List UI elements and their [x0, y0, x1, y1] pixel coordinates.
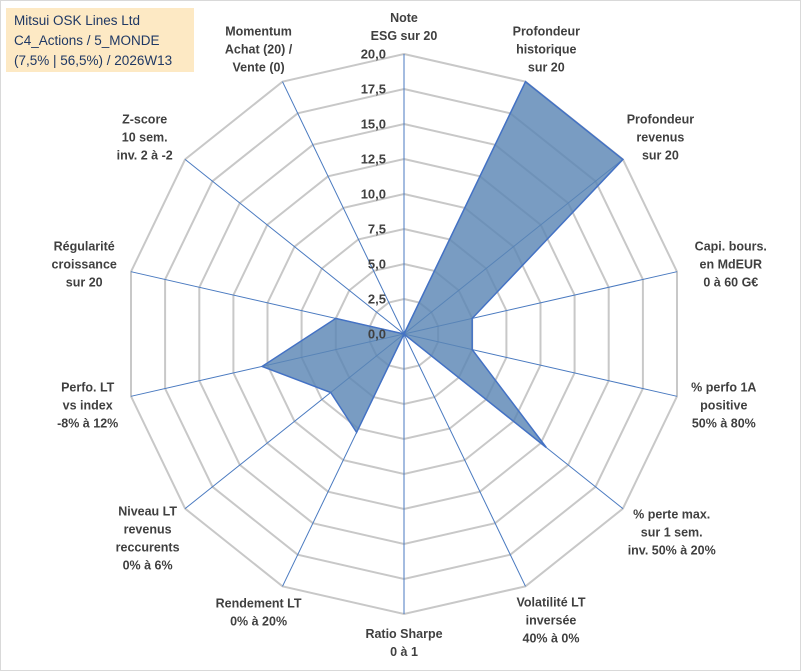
axis-label-line: inv. 2 à -2: [117, 148, 173, 162]
axis-label: Profondeur historique sur 20: [513, 24, 580, 74]
tick-label: 20,0: [361, 47, 386, 62]
axis-label-line: reccurents: [116, 540, 180, 554]
tick-label: 5,0: [368, 257, 386, 272]
axis-label: Niveau LT revenus reccurents 0% à 6%: [116, 504, 180, 572]
axis-label-line: inversée: [526, 614, 577, 628]
axis-label-line: Profondeur: [513, 24, 580, 38]
axis-spoke: [403, 333, 526, 587]
series-layer: [260, 80, 625, 449]
axis-label: Capi. bours. en MdEUR 0 à 60 G€: [695, 240, 767, 290]
axis-label-line: sur 20: [66, 276, 103, 290]
axis-label-line: ESG sur 20: [371, 29, 438, 43]
axis-label-line: Capi. bours.: [695, 240, 767, 254]
axis-label: Régularité croissance sur 20: [52, 240, 117, 290]
tick-label: 2,5: [368, 292, 386, 307]
stats-label: (7,5% | 56,5%) / 2026W13: [14, 53, 173, 68]
axis-label-line: Régularité: [54, 240, 115, 254]
axis-label-line: 0 à 60 G€: [703, 276, 758, 290]
axis-label-line: positive: [700, 399, 747, 413]
axis-label-line: revenus: [124, 522, 172, 536]
axis-label-line: Note: [390, 11, 418, 25]
axis-label: Z-score 10 sem. inv. 2 à -2: [117, 112, 173, 162]
portfolio-label: C4_Actions / 5_MONDE: [14, 33, 160, 48]
axis-label: Perfo. LT vs index -8% à 12%: [57, 381, 118, 431]
axis-label-line: vs index: [63, 399, 113, 413]
axis-label: % perte max. sur 1 sem. inv. 50% à 20%: [628, 508, 716, 558]
axis-label-line: revenus: [636, 130, 684, 144]
axis-label-line: % perfo 1A: [691, 381, 756, 395]
chart-title-box: Mitsui OSK Lines Ltd C4_Actions / 5_MOND…: [6, 8, 194, 72]
axis-label-line: Rendement LT: [216, 597, 302, 611]
axis-label-line: sur 20: [642, 148, 679, 162]
axis-label: Ratio Sharpe 0 à 1: [365, 627, 442, 659]
axis-label-line: % perte max.: [633, 508, 710, 522]
axis-label: Volatilité LT inversée 40% à 0%: [517, 596, 586, 646]
axis-label-line: 0 à 1: [390, 645, 418, 659]
axis-label: Note ESG sur 20: [371, 11, 438, 43]
axis-label-line: 50% à 80%: [692, 417, 756, 431]
axis-label-line: Perfo. LT: [61, 381, 115, 395]
axis-label-line: Vente (0): [233, 60, 285, 74]
axis-label-line: inv. 50% à 20%: [628, 544, 716, 558]
axis-label: % perfo 1A positive 50% à 80%: [691, 381, 756, 431]
series-area: [260, 80, 625, 449]
axis-label-line: Achat (20) /: [225, 42, 293, 56]
axis-label: Momentum Achat (20) / Vente (0): [225, 24, 293, 74]
axis-spoke: [184, 159, 405, 335]
axis-label-line: en MdEUR: [700, 258, 763, 272]
axis-label-line: historique: [516, 42, 576, 56]
axis-label-line: Profondeur: [627, 112, 694, 126]
axis-label: Profondeur revenus sur 20: [627, 112, 694, 162]
axis-label: Rendement LT 0% à 20%: [216, 597, 302, 629]
axis-label-line: 0% à 6%: [123, 558, 173, 572]
axis-label-line: sur 1 sem.: [641, 526, 703, 540]
axis-label-line: croissance: [52, 258, 117, 272]
tick-label: 7,5: [368, 222, 386, 237]
company-name: Mitsui OSK Lines Ltd: [14, 13, 141, 28]
axis-label-line: 10 sem.: [122, 130, 168, 144]
tick-label: 12,5: [361, 152, 386, 167]
axis-label-line: Volatilité LT: [517, 596, 586, 610]
axis-label-line: Ratio Sharpe: [365, 627, 442, 641]
tick-label: 0,0: [368, 327, 386, 342]
axis-label-line: 0% à 20%: [230, 615, 287, 629]
axis-label-line: Momentum: [225, 24, 292, 38]
axis-label-line: sur 20: [528, 60, 565, 74]
tick-label: 15,0: [361, 117, 386, 132]
axis-label-line: Z-score: [122, 112, 167, 126]
axis-label-line: -8% à 12%: [57, 417, 118, 431]
axis-label-line: 40% à 0%: [523, 632, 580, 646]
tick-layer: 0,0 2,5 5,0 7,5 10,0 12,5 15,0 17,5 20,0: [361, 47, 386, 342]
tick-label: 17,5: [361, 82, 386, 97]
axis-label-layer: Note ESG sur 20 Profondeur historique sur 20…: [52, 11, 767, 659]
tick-label: 10,0: [361, 187, 386, 202]
axis-label-line: Niveau LT: [118, 504, 177, 518]
axis-spoke: [282, 81, 405, 335]
